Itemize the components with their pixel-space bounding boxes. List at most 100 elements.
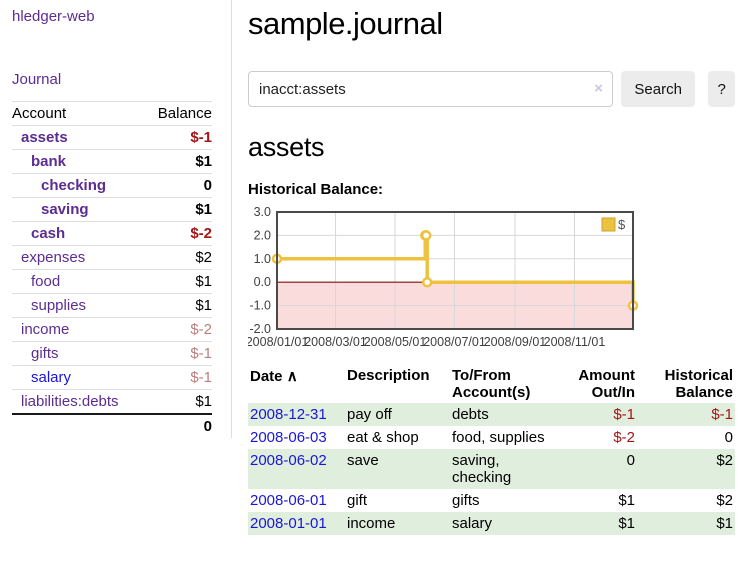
register-header-date[interactable]: Date ∧: [250, 368, 298, 385]
y-axis-tick-label: -2.0: [249, 322, 271, 336]
transaction-date-link[interactable]: 2008-06-01: [250, 492, 327, 509]
account-heading: assets: [248, 132, 325, 162]
register-header-row: Date ∧ Description To/From Account(s) Am…: [248, 365, 735, 403]
legend-label: $: [618, 217, 626, 232]
account-balance-expenses: $2: [144, 245, 212, 270]
register-header-amount: Amount Out/In: [578, 367, 635, 401]
register-table: Date ∧ Description To/From Account(s) Am…: [248, 365, 735, 535]
main-content: sample.journal × Search ? assets Histori…: [248, 0, 735, 535]
account-balance-gifts: $-1: [144, 341, 212, 366]
register-row: 2008-12-31 pay off debts $-1 $-1: [248, 403, 735, 426]
accounts-total-row: 0: [12, 413, 212, 438]
account-link-saving[interactable]: saving: [41, 201, 89, 218]
data-point-marker: [421, 276, 433, 288]
x-axis-tick-label: 2008/05/01: [364, 335, 427, 349]
accounts-header-row: Account Balance: [12, 101, 212, 126]
chart-title: Historical Balance:: [248, 181, 384, 198]
account-link-cash[interactable]: cash: [31, 225, 66, 242]
account-balance-saving: $1: [144, 197, 212, 222]
account-link-salary[interactable]: salary: [31, 369, 72, 386]
account-link-supplies[interactable]: supplies: [31, 297, 87, 314]
account-balance-supplies: $1: [144, 293, 212, 318]
account-link-income[interactable]: income: [21, 321, 70, 338]
register-header-balance: Historical Balance: [664, 367, 733, 401]
search-button[interactable]: Search: [621, 71, 696, 107]
transaction-date-link[interactable]: 2008-12-31: [250, 406, 327, 423]
transaction-accounts: gifts: [452, 492, 480, 509]
y-axis-tick-label: -1.0: [249, 299, 271, 313]
account-link-expenses[interactable]: expenses: [21, 249, 86, 266]
account-balance-bank: $1: [144, 149, 212, 174]
nav-journal-link[interactable]: Journal: [12, 71, 62, 88]
account-link-checking[interactable]: checking: [41, 177, 107, 194]
account-link-gifts[interactable]: gifts: [31, 345, 59, 362]
transaction-amount: $-1: [613, 406, 635, 423]
account-balance-income: $-2: [144, 317, 212, 342]
account-balance-liabilities-debts: $1: [144, 389, 212, 415]
search-bar: × Search ?: [248, 71, 735, 107]
chart-svg: $3.0 2.0 1.0 0.0 -1.0 -2.02008/01/012008/03/0…: [248, 205, 639, 349]
search-input[interactable]: [248, 71, 613, 107]
account-link-liabilities-debts[interactable]: liabilities:debts: [21, 393, 119, 410]
transaction-date-link[interactable]: 2008-01-01: [250, 515, 327, 532]
register-row: 2008-06-03 eat & shop food, supplies $-2…: [248, 426, 735, 449]
register-header-description: Description: [347, 367, 430, 384]
transaction-date-link[interactable]: 2008-06-02: [250, 452, 327, 469]
historical-balance-chart[interactable]: $3.0 2.0 1.0 0.0 -1.0 -2.0 2008/01/01 2008/03/0…: [248, 204, 735, 352]
accounts-balance-table: Account Balance assets $-1 bank $1 check…: [12, 101, 212, 438]
x-axis-tick-label: 2008/11/01: [544, 335, 606, 349]
account-link-assets[interactable]: assets: [21, 129, 68, 146]
account-row-expenses: expenses $2: [12, 245, 212, 270]
register-row: 2008-01-01 income salary $1 $1: [248, 512, 735, 535]
transaction-balance: $2: [716, 492, 733, 509]
x-axis-tick-label: 2008/03/01: [304, 335, 367, 349]
help-button[interactable]: ?: [708, 71, 735, 107]
transaction-balance: $1: [716, 515, 733, 532]
transaction-accounts: debts: [452, 406, 489, 423]
transaction-amount: 0: [626, 452, 635, 469]
brand-link[interactable]: hledger-web: [12, 8, 95, 25]
account-row-income: income $-2: [12, 317, 212, 342]
account-balance-cash: $-2: [144, 221, 212, 246]
accounts-header-account: Account: [12, 101, 145, 126]
transaction-description: pay off: [347, 406, 392, 423]
account-row-supplies: supplies $1: [12, 293, 212, 318]
x-axis-tick-label: 2008/01/01: [248, 335, 308, 349]
x-axis-tick-label: 2008/09/01: [484, 335, 547, 349]
account-row-gifts: gifts $-1: [12, 341, 212, 366]
chart-border: [276, 211, 634, 330]
account-balance-salary: $-1: [144, 365, 212, 390]
account-row-checking: checking 0: [12, 173, 212, 198]
transaction-accounts: salary: [452, 515, 493, 532]
y-axis-tick-label: 1.0: [254, 252, 271, 266]
transaction-description: save: [347, 452, 379, 469]
y-axis-tick-label: 0.0: [254, 275, 271, 289]
register-header-tofrom: To/From Account(s): [452, 367, 531, 401]
x-axis-tick-label: 2008/07/01: [423, 335, 486, 349]
account-row-food: food $1: [12, 269, 212, 294]
transaction-balance: 0: [724, 429, 733, 446]
account-row-saving: saving $1: [12, 197, 212, 222]
sort-ascending-icon: ∧: [286, 368, 298, 385]
account-link-bank[interactable]: bank: [31, 153, 67, 170]
account-balance-food: $1: [144, 269, 212, 294]
transaction-date-link[interactable]: 2008-06-03: [250, 429, 327, 446]
accounts-header-balance: Balance: [144, 101, 212, 126]
transaction-amount: $-2: [613, 429, 635, 446]
page-title: sample.journal: [248, 6, 443, 41]
transaction-amount: $1: [618, 515, 635, 532]
transaction-balance: $2: [716, 452, 733, 469]
account-row-liabilities-debts: liabilities:debts $1: [12, 389, 212, 415]
clear-search-icon[interactable]: ×: [594, 80, 603, 97]
legend-swatch: [601, 217, 616, 232]
transaction-description: gift: [347, 492, 368, 509]
account-row-cash: cash $-2: [12, 221, 212, 246]
y-axis-tick-label: 3.0: [254, 205, 271, 219]
transaction-amount: $1: [618, 492, 635, 509]
account-link-food[interactable]: food: [31, 273, 61, 290]
account-row-salary: salary $-1: [12, 365, 212, 390]
account-balance-assets: $-1: [144, 125, 212, 150]
data-point-marker: [420, 230, 432, 241]
register-row: 2008-06-02 save saving, checking 0 $2: [248, 449, 735, 489]
transaction-description: income: [347, 515, 396, 532]
